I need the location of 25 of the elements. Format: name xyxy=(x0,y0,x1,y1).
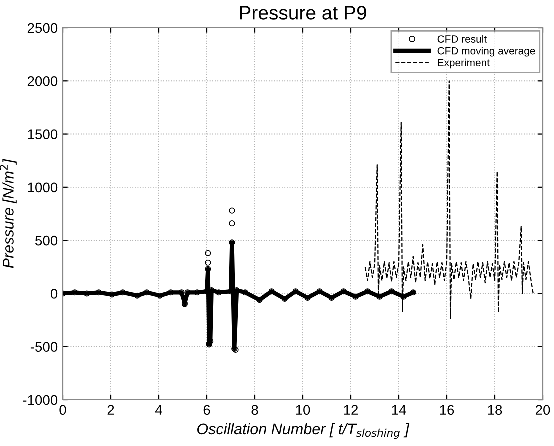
x-tick-label: 8 xyxy=(252,405,258,416)
y-tick-label: -1000 xyxy=(23,395,58,406)
y-tick-label: 2000 xyxy=(28,76,58,86)
legend-label: CFD result xyxy=(438,35,487,43)
y-tick-label: 500 xyxy=(36,236,58,246)
y-tick-label: -500 xyxy=(30,342,58,352)
x-tick-label: 20 xyxy=(536,405,550,416)
x-tick-label: 16 xyxy=(440,405,454,416)
x-tick-label: 4 xyxy=(155,405,162,415)
x-axis-title: Oscillation Number [ t/T$_{sloshing}$ ] xyxy=(197,423,410,440)
x-tick-label: 2 xyxy=(108,405,114,415)
x-tick-label: 18 xyxy=(488,405,502,416)
x-tick-label: 12 xyxy=(344,405,358,415)
x-tick-label: 10 xyxy=(296,405,310,416)
chart-title: Pressure at P9 xyxy=(240,6,366,20)
x-tick-label: 0 xyxy=(60,405,66,416)
legend-label: Experiment xyxy=(438,58,490,69)
x-tick-label: 14 xyxy=(392,405,406,415)
y-axis-title: Pressure [N/m$^{2}$] xyxy=(0,159,17,268)
y-tick-label: 0 xyxy=(50,289,58,299)
y-tick-label: 1000 xyxy=(28,182,58,193)
x-tick-label: 6 xyxy=(204,405,210,416)
y-tick-label: 1500 xyxy=(28,130,58,140)
legend-label: CFD moving average xyxy=(438,47,536,57)
y-tick-label: 2500 xyxy=(28,23,58,34)
